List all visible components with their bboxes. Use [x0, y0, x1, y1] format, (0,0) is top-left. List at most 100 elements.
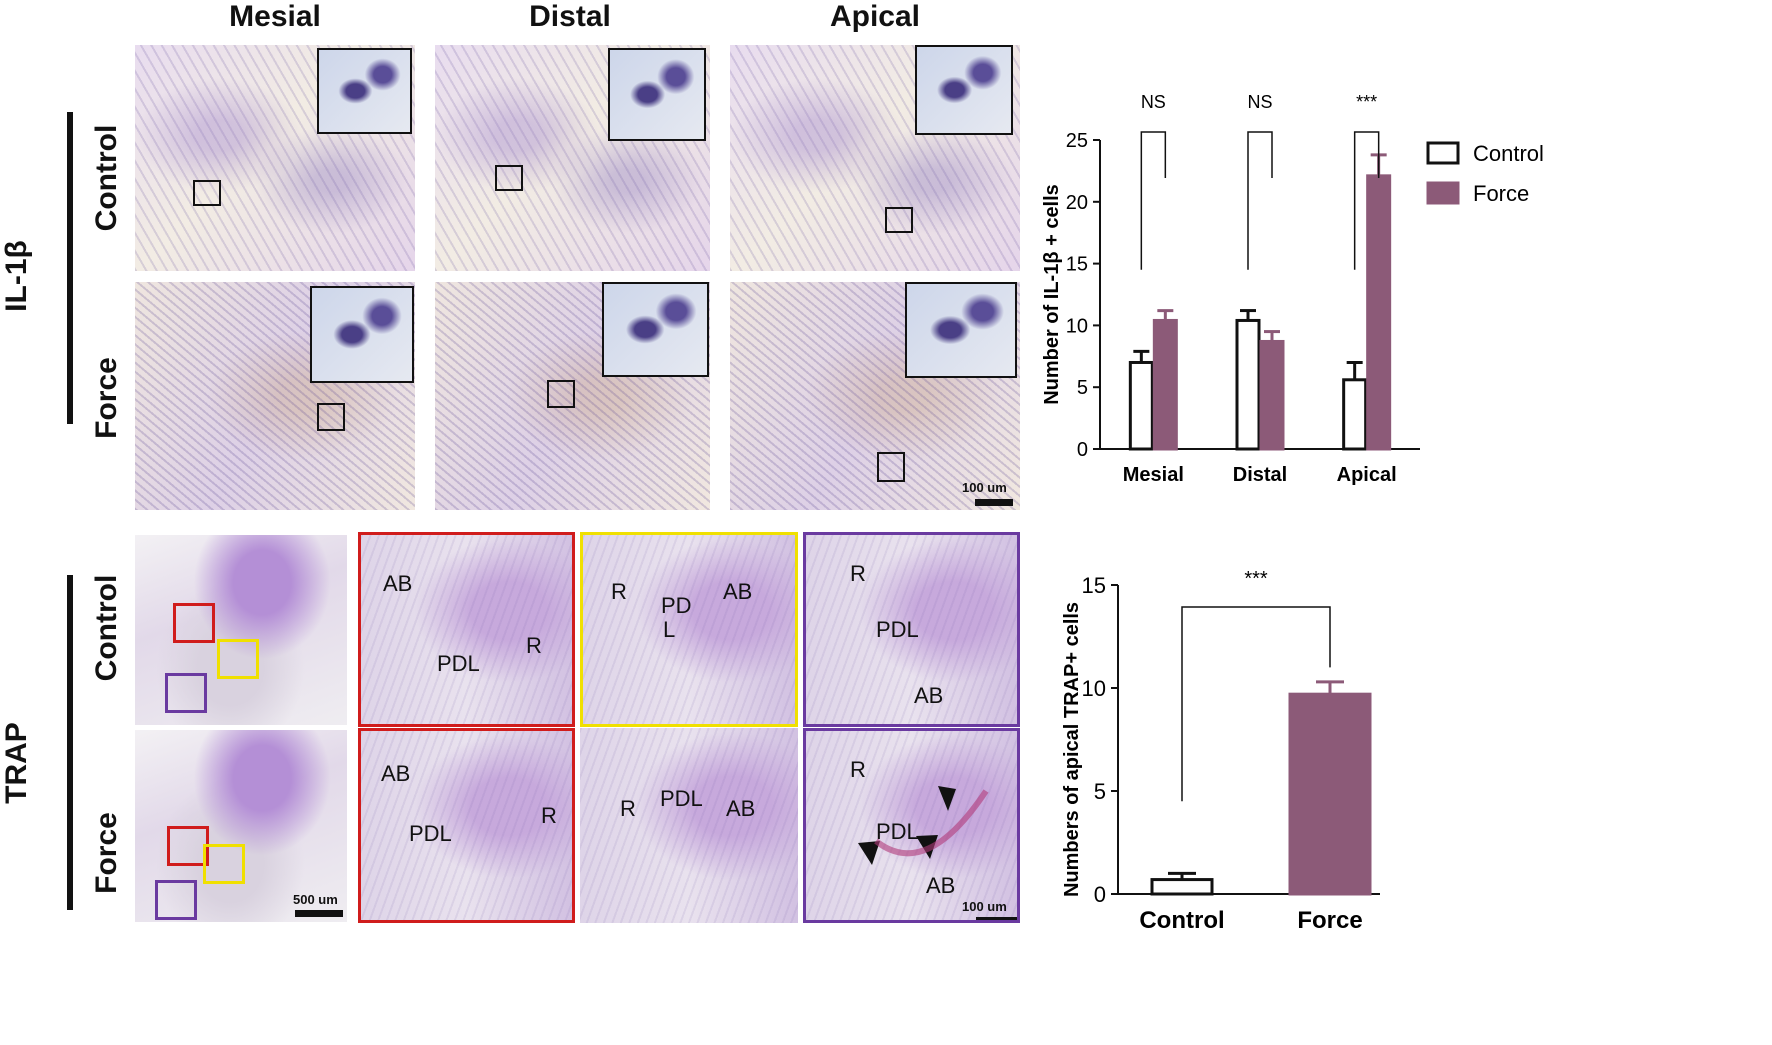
significance-label: *** [1356, 92, 1377, 112]
y-tick-label: 0 [1077, 439, 1088, 461]
significance-label: *** [1244, 568, 1268, 590]
group-line-top [67, 112, 73, 424]
il1b-force-apical-image: 100 um [730, 282, 1020, 510]
y-tick-label: 10 [1066, 315, 1088, 337]
magnified-inset [915, 45, 1013, 135]
y-tick-label: 20 [1066, 192, 1088, 214]
label-pdl: PDL [876, 617, 919, 642]
y-tick-label: 5 [1094, 779, 1106, 804]
significance-bracket [1353, 131, 1380, 270]
y-tick-label: 10 [1082, 676, 1106, 701]
legend-label: Control [1473, 141, 1544, 166]
label-r: R [526, 633, 542, 658]
header-apical: Apical [829, 0, 921, 33]
group-line-bottom [67, 575, 73, 910]
row-label-bottom-force: Force [90, 812, 123, 894]
label-pdl: PDL [876, 819, 919, 844]
roi-box [317, 403, 345, 431]
scale-bar [976, 917, 1017, 920]
label-ab: AB [726, 796, 756, 821]
label-r: R [620, 796, 636, 821]
y-tick-label: 0 [1094, 882, 1106, 907]
roi-box [877, 452, 905, 482]
scale-label: 500 um [293, 892, 338, 907]
label-r: R [850, 757, 866, 782]
label-ab: AB [723, 579, 753, 604]
y-tick-label: 5 [1077, 377, 1088, 399]
label-ab: AB [926, 873, 956, 898]
label-ab: AB [383, 571, 413, 596]
roi-box [547, 380, 575, 408]
x-tick-label: Distal [1233, 464, 1287, 486]
x-tick-label: Apical [1337, 464, 1397, 486]
header-mesial: Mesial [229, 0, 321, 33]
x-tick-label: Control [1139, 907, 1224, 934]
trap-force-red-panel: AB PDL R [358, 728, 575, 923]
red-roi-box [173, 603, 215, 643]
scale-bar [295, 910, 343, 917]
scale-label: 100 um [962, 480, 1007, 495]
bar [1235, 318, 1261, 451]
y-tick-label: 15 [1082, 573, 1106, 598]
row-label-bottom-control: Control [90, 574, 123, 682]
yellow-roi-box [203, 844, 245, 884]
significance-label: NS [1247, 92, 1272, 112]
il1b-force-mesial-image [135, 282, 415, 510]
row-label-top-control: Control [90, 124, 123, 232]
y-axis-label: Number of IL-1β + cells [1041, 184, 1063, 405]
bar [1288, 692, 1372, 896]
il1b-control-mesial-image [135, 45, 415, 271]
label-l: L [663, 617, 676, 642]
roi-box [885, 207, 913, 233]
bar [1128, 360, 1154, 451]
label-r: R [611, 579, 627, 604]
trap-control-red-panel: AB PDL R [358, 532, 575, 727]
trap-force-yellow-panel: R PDL AB [580, 728, 798, 923]
bar [1342, 378, 1368, 451]
magnified-inset [310, 286, 414, 383]
label-pd: PD [661, 593, 692, 618]
significance-bracket [1247, 131, 1273, 270]
label-ab: AB [381, 761, 411, 786]
x-tick-label: Mesial [1123, 464, 1184, 486]
significance-bracket [1181, 606, 1331, 802]
group-label-il1b: IL-1β [0, 240, 33, 312]
roi-box [193, 180, 221, 206]
y-axis-label: Numbers of apical TRAP+ cells [1061, 602, 1083, 897]
il1b-force-distal-image [435, 282, 710, 510]
legend-label: Force [1473, 181, 1529, 206]
magnified-inset [608, 48, 706, 141]
label-r: R [541, 803, 557, 828]
bar [1150, 878, 1214, 896]
trap-force-purple-panel: R PDL AB 100 um [803, 728, 1020, 923]
significance-label: NS [1141, 92, 1166, 112]
label-ab: AB [914, 683, 944, 708]
trap-control-yellow-panel: R PD L AB [580, 532, 798, 727]
trap-force-overview-image: 500 um [135, 730, 347, 922]
yellow-roi-box [217, 639, 259, 679]
trap-control-purple-panel: R PDL AB [803, 532, 1020, 727]
il1b-bar-chart: 0 5 10 15 20 25 Number of IL-1β + cells Mesial N… [1041, 92, 1544, 486]
magnified-inset [317, 48, 412, 134]
scale-label: 100 um [962, 899, 1007, 914]
label-pdl: PDL [437, 651, 480, 676]
label-pdl: PDL [409, 821, 452, 846]
trap-control-overview-image [135, 535, 347, 725]
purple-roi-box [155, 880, 197, 920]
bar [1366, 174, 1392, 451]
legend-swatch [1426, 181, 1460, 205]
trap-bar-chart: 0 5 10 15 Numbers of apical TRAP+ cells Contr… [1061, 568, 1380, 934]
label-r: R [850, 561, 866, 586]
header-distal: Distal [529, 0, 611, 33]
bar [1259, 339, 1285, 451]
il1b-control-distal-image [435, 45, 710, 271]
magnified-inset [905, 282, 1017, 378]
y-tick-label: 15 [1066, 254, 1088, 276]
osteoclast-arrows [858, 786, 989, 865]
magnified-inset [602, 282, 709, 377]
bar [1152, 318, 1178, 451]
label-pdl: PDL [660, 786, 703, 811]
row-label-top-force: Force [90, 357, 123, 439]
purple-roi-box [165, 673, 207, 713]
y-tick-label: 25 [1066, 130, 1088, 152]
